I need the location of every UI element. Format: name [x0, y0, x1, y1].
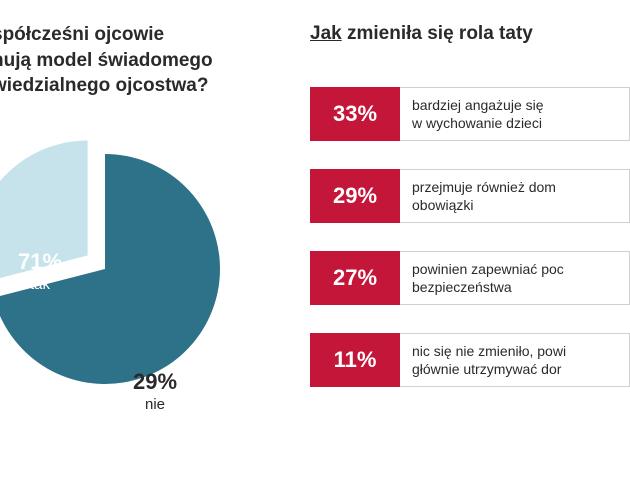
- pie-chart: 71%tak29%nie: [0, 124, 250, 444]
- bar-pct: 27%: [310, 251, 400, 305]
- pie-label: 29%nie: [133, 369, 177, 413]
- left-title-line: spółcześni ojcowie: [0, 24, 164, 45]
- left-title-line: nują model świadomego: [0, 50, 213, 71]
- right-title: Jak zmieniła się rola taty: [310, 22, 630, 47]
- bar-row: 11%nic się nie zmieniło, powi głównie ut…: [310, 333, 630, 387]
- bar-text: przejmuje również dom obowiązki: [400, 169, 630, 223]
- left-title-line: wiedzialnego ojcostwa?: [0, 75, 208, 96]
- right-panel: Jak zmieniła się rola taty 33%bardziej a…: [300, 0, 630, 500]
- right-title-rest: zmieniła się rola taty: [342, 23, 533, 44]
- bar-pct: 29%: [310, 169, 400, 223]
- left-title: spółcześni ojcowie nują model świadomego…: [0, 22, 300, 99]
- bar-row: 27%powinien zapewniać poc bezpieczeństwa: [310, 251, 630, 305]
- bar-text: bardziej angażuje się w wychowanie dziec…: [400, 87, 630, 141]
- bar-row: 33%bardziej angażuje się w wychowanie dz…: [310, 87, 630, 141]
- bar-text: powinien zapewniać poc bezpieczeństwa: [400, 251, 630, 305]
- bar-pct: 11%: [310, 333, 400, 387]
- bar-text: nic się nie zmieniło, powi głównie utrzy…: [400, 333, 630, 387]
- pie-svg: 71%tak29%nie: [0, 124, 270, 464]
- bars-list: 33%bardziej angażuje się w wychowanie dz…: [310, 87, 630, 387]
- bar-row: 29%przejmuje również dom obowiązki: [310, 169, 630, 223]
- bar-pct: 33%: [310, 87, 400, 141]
- left-panel: spółcześni ojcowie nują model świadomego…: [0, 0, 300, 500]
- right-title-em: Jak: [310, 23, 342, 44]
